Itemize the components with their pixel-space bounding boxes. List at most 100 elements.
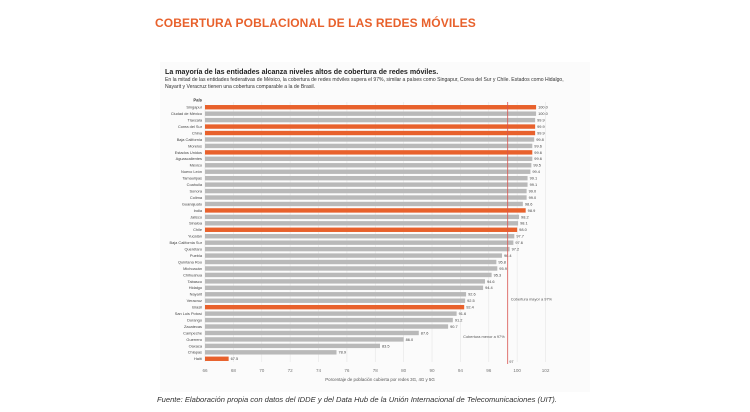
category-label: Guerrero bbox=[186, 337, 202, 342]
bar bbox=[205, 259, 497, 265]
value-label: 91.2 bbox=[455, 317, 463, 322]
x-tick-label: 80 bbox=[401, 368, 407, 373]
bar bbox=[205, 156, 533, 162]
bar bbox=[205, 279, 485, 284]
category-label: Ciudad de México bbox=[171, 111, 202, 116]
x-axis-label: Porcentaje de población cubierta por red… bbox=[325, 377, 435, 382]
bar bbox=[205, 195, 527, 200]
value-label: 95.8 bbox=[498, 259, 506, 264]
category-label: Brasil bbox=[192, 305, 202, 310]
bar bbox=[205, 201, 523, 207]
category-label: Hidalgo bbox=[189, 285, 202, 290]
value-label: 98.1 bbox=[520, 221, 528, 226]
x-tick-label: 70 bbox=[259, 368, 265, 373]
category-label: Oaxaca bbox=[189, 343, 203, 348]
chart-headline: La mayoría de las entidades alcanza nive… bbox=[165, 68, 439, 76]
bar bbox=[205, 285, 484, 291]
value-label: 98.9 bbox=[528, 208, 536, 213]
category-label: India bbox=[194, 208, 203, 213]
value-label: 97.6 bbox=[515, 240, 523, 245]
bar bbox=[205, 317, 453, 323]
value-label: 95.3 bbox=[494, 272, 502, 277]
x-tick-label: 72 bbox=[288, 368, 294, 373]
value-label: 99.6 bbox=[534, 143, 542, 148]
bar bbox=[205, 356, 229, 361]
value-label: 99.9 bbox=[537, 130, 545, 135]
category-label: Coahuila bbox=[187, 182, 203, 187]
value-label: 97.2 bbox=[512, 247, 520, 252]
value-label: 95.9 bbox=[499, 266, 507, 271]
value-label: 87.6 bbox=[421, 330, 429, 335]
bar bbox=[205, 111, 537, 116]
reference-line-label: 97 bbox=[509, 359, 513, 364]
value-label: 99.4 bbox=[532, 169, 540, 174]
category-label: Veracruz bbox=[187, 298, 202, 303]
category-label: Sinaloa bbox=[189, 221, 203, 226]
category-label: Nayarit bbox=[190, 292, 203, 297]
value-label: 98.6 bbox=[525, 201, 533, 206]
category-label: Jalisco bbox=[190, 214, 202, 219]
bar bbox=[205, 343, 380, 349]
value-label: 100.0 bbox=[538, 105, 549, 110]
value-label: 92.6 bbox=[468, 292, 476, 297]
category-label: México bbox=[190, 163, 202, 168]
bar bbox=[205, 175, 528, 181]
bar bbox=[205, 143, 533, 149]
value-label: 90.7 bbox=[450, 324, 458, 329]
annotation-above: Cobertura mayor a 97% bbox=[511, 297, 553, 302]
bar bbox=[205, 221, 519, 226]
bar-chart: 66 68 70 72 74 76 78 80 90 94 96 100 102 País Singapur… bbox=[170, 98, 553, 383]
bar bbox=[205, 253, 503, 258]
value-label: 99.1 bbox=[530, 182, 538, 187]
category-label: Campeche bbox=[183, 330, 202, 335]
value-label: 99.6 bbox=[534, 156, 542, 161]
category-label: Baja California Sur bbox=[170, 240, 203, 245]
x-tick-label: 78 bbox=[373, 368, 379, 373]
value-label: 99.0 bbox=[529, 188, 537, 193]
bar bbox=[205, 163, 532, 168]
category-label: Chiapas bbox=[188, 350, 202, 355]
value-label: 97.7 bbox=[516, 234, 524, 239]
value-label: 67.5 bbox=[231, 356, 239, 361]
bar bbox=[205, 292, 467, 297]
value-label: 99.9 bbox=[537, 124, 545, 129]
value-label: 99.5 bbox=[533, 163, 541, 168]
bar bbox=[205, 298, 466, 303]
category-label: San Luis Potosí bbox=[175, 311, 203, 316]
bar bbox=[205, 169, 531, 174]
value-label: 99.0 bbox=[529, 195, 537, 200]
bar bbox=[205, 234, 515, 239]
bar bbox=[205, 240, 514, 245]
chart-description: En la mitad de las entidades federativas… bbox=[165, 77, 564, 90]
category-label: Aguascalientes bbox=[176, 156, 202, 161]
category-label: Corea del Sur bbox=[178, 124, 203, 129]
x-tick-label: 68 bbox=[231, 368, 237, 373]
value-label: 78.9 bbox=[338, 350, 346, 355]
category-label: Tlaxcala bbox=[188, 118, 203, 123]
value-label: 92.4 bbox=[466, 305, 474, 310]
category-label: Puebla bbox=[190, 253, 203, 258]
category-label: Colima bbox=[190, 195, 203, 200]
value-label: 96.4 bbox=[504, 253, 512, 258]
value-label: 91.6 bbox=[459, 311, 467, 316]
value-label: 83.5 bbox=[382, 343, 390, 348]
category-label: Estados Unidos bbox=[175, 150, 202, 155]
bar bbox=[205, 124, 536, 129]
bar bbox=[205, 117, 536, 123]
bar bbox=[205, 330, 419, 336]
category-label: Haití bbox=[194, 356, 203, 361]
value-label: 94.4 bbox=[485, 285, 493, 290]
category-label: Yucatán bbox=[188, 234, 202, 239]
category-label: Morelos bbox=[188, 143, 202, 148]
x-tick-label: 74 bbox=[316, 368, 322, 373]
bar bbox=[205, 246, 510, 252]
category-label: China bbox=[192, 130, 203, 135]
category-label: Chile bbox=[193, 227, 202, 232]
value-label: 92.5 bbox=[467, 298, 475, 303]
category-label: Baja California bbox=[177, 137, 203, 142]
annotation-below: Cobertura menor a 97% bbox=[463, 334, 505, 339]
value-label: 86.0 bbox=[406, 337, 414, 342]
bar bbox=[205, 324, 449, 329]
bar bbox=[205, 105, 537, 110]
bar bbox=[205, 350, 337, 355]
